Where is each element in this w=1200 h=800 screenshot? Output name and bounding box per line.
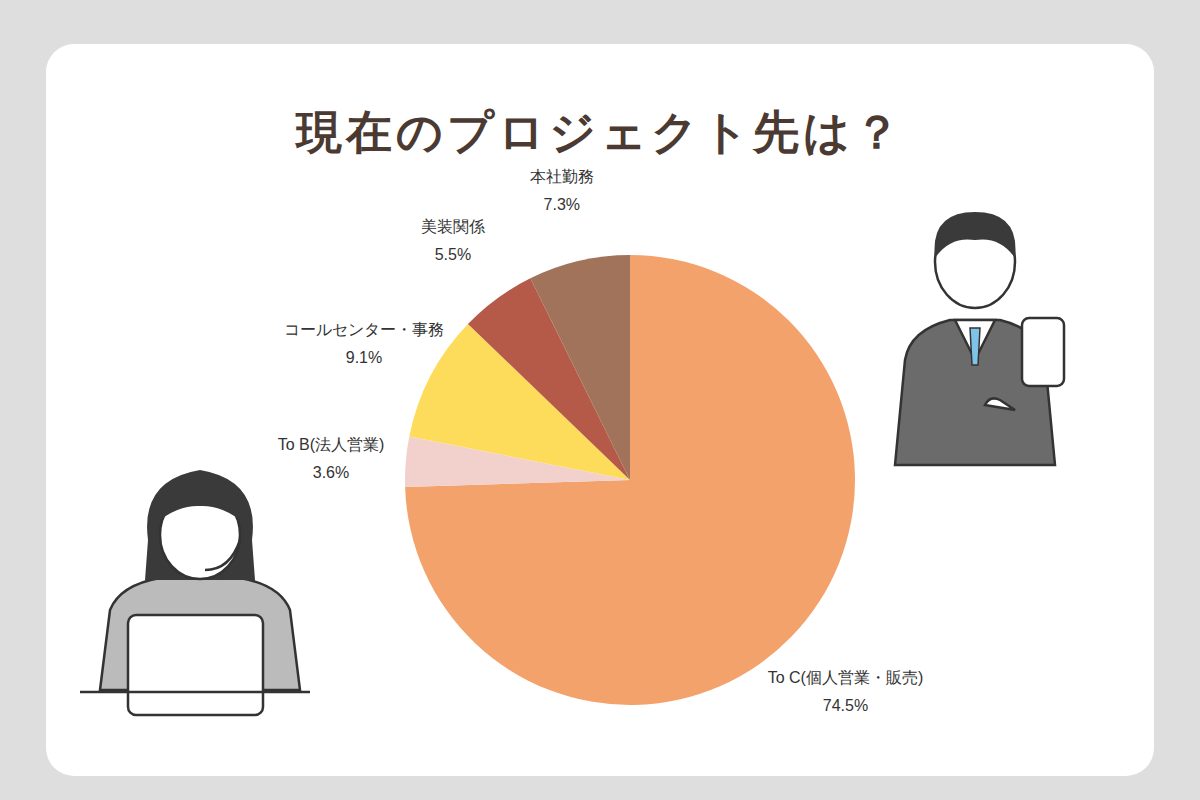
- label-value: 5.5%: [435, 246, 471, 263]
- label-category: To B(法人営業): [278, 436, 385, 453]
- chart-root: 現在のプロジェクト先は？ To C(個人営業・販売) 74.5% To B(法人営業)…: [0, 0, 1200, 800]
- slice-label: 本社勤務 7.3%: [530, 168, 594, 213]
- background: [0, 0, 1200, 800]
- label-value: 9.1%: [346, 349, 382, 366]
- label-value: 3.6%: [313, 464, 349, 481]
- illustration-hair: [145, 470, 255, 580]
- illustration-man: [895, 212, 1064, 465]
- card: [46, 44, 1154, 776]
- label-value: 74.5%: [823, 697, 868, 714]
- label-category: 本社勤務: [530, 168, 594, 185]
- label-category: 美装関係: [421, 218, 485, 235]
- slice-label: 美装関係 5.5%: [421, 218, 485, 263]
- label-category: To C(個人営業・販売): [768, 669, 924, 686]
- illustration-hand: [985, 398, 1015, 410]
- slice: [530, 255, 630, 480]
- illustration-phone: [1022, 318, 1064, 386]
- illustration-hair: [935, 212, 1016, 258]
- illustration-headset: [205, 540, 240, 570]
- slice-label: To C(個人営業・販売) 74.5%: [768, 669, 924, 714]
- illustration-laptop: [128, 615, 263, 715]
- slice: [405, 255, 855, 705]
- illustration-fringe: [160, 488, 240, 520]
- title: 現在のプロジェクト先は？: [294, 106, 904, 158]
- illustration-desk: [80, 691, 310, 694]
- slice-label: コールセンター・事務 9.1%: [284, 321, 444, 366]
- labels: To C(個人営業・販売) 74.5% To B(法人営業) 3.6% コールセンター・…: [278, 168, 924, 714]
- illustration-tie: [970, 328, 980, 365]
- illustration-woman: [80, 470, 310, 715]
- pie: [405, 255, 855, 705]
- label-value: 7.3%: [544, 196, 580, 213]
- slice-label: To B(法人営業) 3.6%: [278, 436, 385, 481]
- label-category: コールセンター・事務: [284, 321, 444, 338]
